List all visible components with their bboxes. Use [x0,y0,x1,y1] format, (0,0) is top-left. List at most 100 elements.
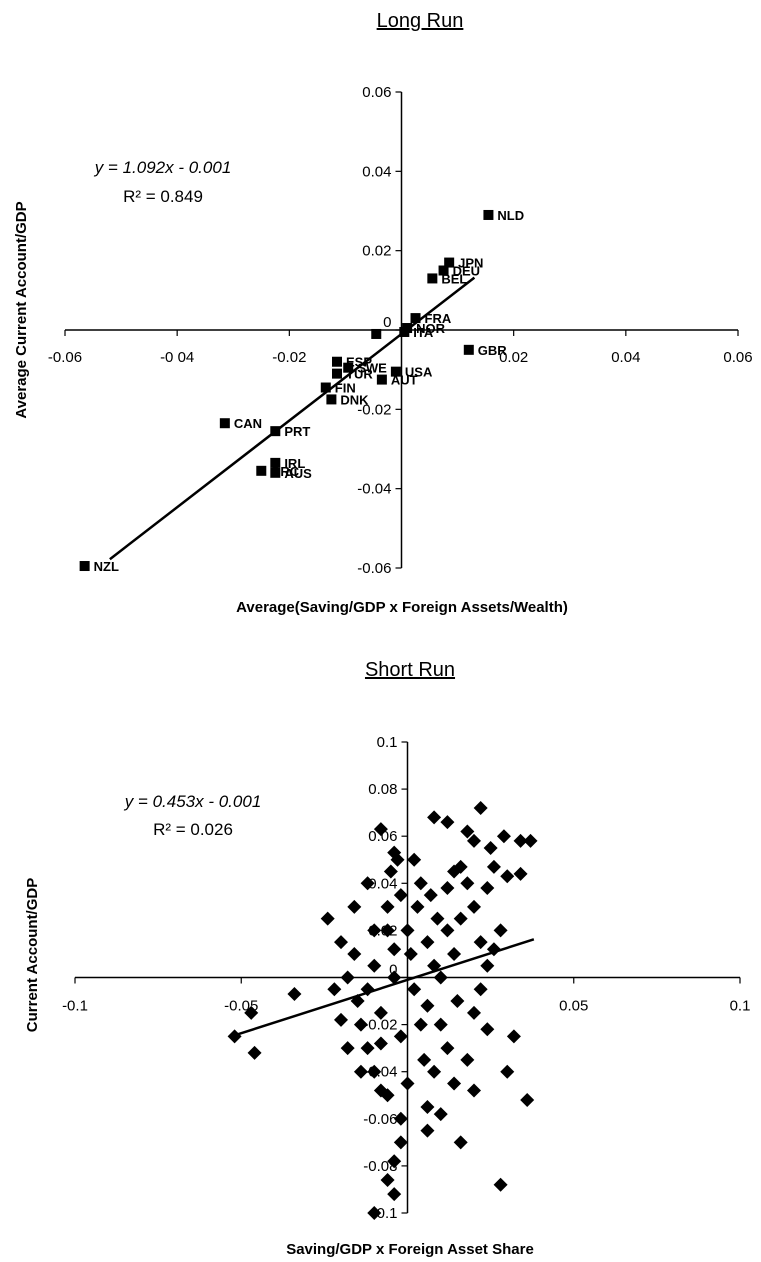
data-point [410,313,421,324]
data-point [390,366,401,377]
data-point [393,1029,408,1044]
short-run-x-axis-label: Saving/GDP x Foreign Asset Share [286,1241,534,1258]
data-point [373,1005,388,1020]
data-point [520,1092,535,1107]
trendline [234,938,535,1037]
point-label: AUT [391,373,418,388]
point-label: FIN [335,381,356,396]
data-point [433,970,448,985]
data-point [79,561,90,572]
data-point [447,946,462,961]
data-point [483,209,494,220]
y-tick-label: -0.02 [357,401,391,418]
point-label: AUS [284,466,312,481]
data-point [320,382,331,393]
data-point [450,994,465,1009]
data-point [400,923,415,938]
data-point [460,876,475,891]
data-point [270,426,281,437]
data-point [423,888,438,903]
data-point [486,859,501,874]
long-run-trend-equation: y = 1.092x - 0.001 [94,158,232,177]
data-point [270,467,281,478]
data-point [340,970,355,985]
data-point [256,465,267,476]
y-tick-label: 0.04 [368,875,397,892]
data-point [334,935,348,950]
short-run-trend-equation: y = 0.453x - 0.001 [124,792,262,811]
data-point [376,374,387,385]
y-tick-label: 0 [383,314,391,331]
data-point [410,899,425,914]
data-point [407,852,422,867]
data-point [270,457,281,468]
point-label: DNK [340,392,369,407]
data-point [367,958,382,973]
data-point [440,1041,455,1056]
point-label: SWE [357,361,387,376]
point-label: BEL [441,271,467,286]
data-point [420,935,435,950]
data-point [387,1154,402,1169]
y-tick-label: -0.06 [363,1111,397,1128]
data-point [413,1017,428,1032]
short-run-title: Short Run [365,659,455,681]
data-point [403,946,418,961]
data-point [287,986,302,1001]
short-run-points [227,800,538,1220]
long-run-axes: -0.06 -0 04 -0.02 0.02 0.04 0.06 0.06 0.04 0.02 0… [48,84,753,577]
data-point [380,1173,395,1188]
data-point [373,822,388,837]
point-label: CAN [234,416,262,431]
data-point [417,1052,432,1067]
short-run-r-squared: R² = 0.026 [153,820,233,839]
data-point [407,982,422,997]
data-point [420,1123,435,1138]
long-run-r-squared: R² = 0.849 [123,187,203,206]
data-point [447,1076,462,1091]
data-point [420,998,435,1013]
data-point [371,328,382,339]
data-point [427,1064,442,1079]
y-tick-label: -0.04 [357,481,391,498]
data-point [440,923,455,938]
data-point [430,911,445,926]
y-tick-label: -0.02 [363,1017,397,1034]
point-label: JPN [458,256,483,271]
data-point [513,833,528,848]
data-point [523,833,538,848]
data-point [400,1076,415,1091]
data-point [413,876,428,891]
data-point [367,1206,382,1220]
data-point [353,1064,368,1079]
data-point [227,1029,242,1044]
point-label: IRL [284,456,305,471]
data-point [360,1041,375,1056]
data-point [244,1005,259,1020]
x-tick-label: 0.1 [730,998,751,1015]
x-tick-label: 0.06 [723,349,752,366]
data-point [480,958,495,973]
data-point [393,1135,408,1150]
y-tick-label: 0 [389,962,397,979]
x-tick-label: -0.1 [62,998,88,1015]
data-point [486,942,501,957]
y-tick-label: -0.1 [372,1205,398,1222]
point-label: GBR [478,343,508,358]
data-point [380,1088,395,1103]
point-label: TUR [346,367,373,382]
y-tick-label: 0.06 [368,828,397,845]
point-label: PRT [284,424,310,439]
data-point [493,923,508,938]
data-point [500,1064,515,1079]
x-tick-label: 0.05 [559,998,588,1015]
data-point [332,368,343,379]
long-run-trendline-group [109,276,476,561]
point-label: FRA [425,311,452,326]
point-label: NLD [497,208,524,223]
data-point [500,869,515,884]
data-point [327,982,342,997]
data-point [326,394,337,405]
data-point [387,942,402,957]
